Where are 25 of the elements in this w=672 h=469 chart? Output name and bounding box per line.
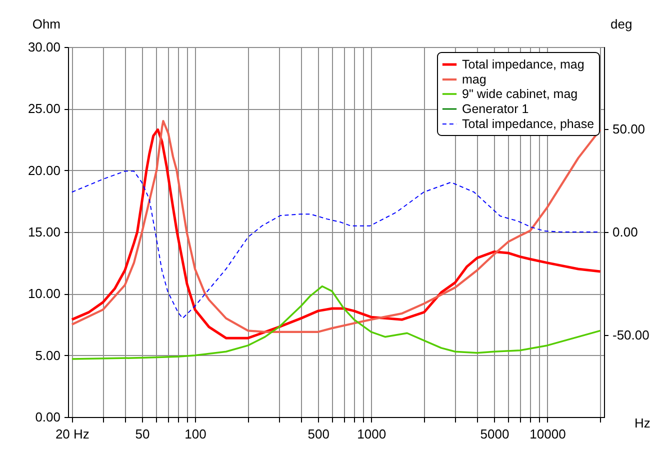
legend-label: Total impedance, phase <box>462 117 594 131</box>
y-axis-title: Ohm <box>32 16 60 32</box>
x-tick-label: 20 Hz <box>55 426 90 442</box>
y2-tick-label: 50.00 <box>612 122 646 137</box>
y-tick-label: 15.00 <box>28 224 60 240</box>
legend-label: Total impedance, mag <box>462 58 584 72</box>
y-tick-label: 25.00 <box>28 101 60 116</box>
y2-tick-label: -50.00 <box>612 327 650 342</box>
y-tick-label: 5.00 <box>35 348 60 363</box>
y2-axis-title: deg <box>610 16 632 32</box>
x-tick-label: 100 <box>184 426 206 442</box>
legend-label: 9" wide cabinet, mag <box>462 87 578 101</box>
y-tick-label: 20.00 <box>28 162 60 178</box>
x-tick-label: 10000 <box>530 426 566 442</box>
y-tick-label: 30.00 <box>28 40 60 54</box>
y2-tick-label: 0.00 <box>612 224 638 240</box>
x-tick-label: 500 <box>308 426 330 442</box>
y-tick-label: 0.00 <box>35 410 60 424</box>
legend-label: Generator 1 <box>462 102 529 116</box>
x-tick-label: 50 <box>135 426 150 442</box>
x-tick-label: 1000 <box>357 426 386 442</box>
y-tick-label: 10.00 <box>28 286 60 302</box>
legend-label: mag <box>462 72 486 86</box>
x-tick-label: 5000 <box>480 426 510 442</box>
x-axis-title: Hz <box>634 416 650 430</box>
